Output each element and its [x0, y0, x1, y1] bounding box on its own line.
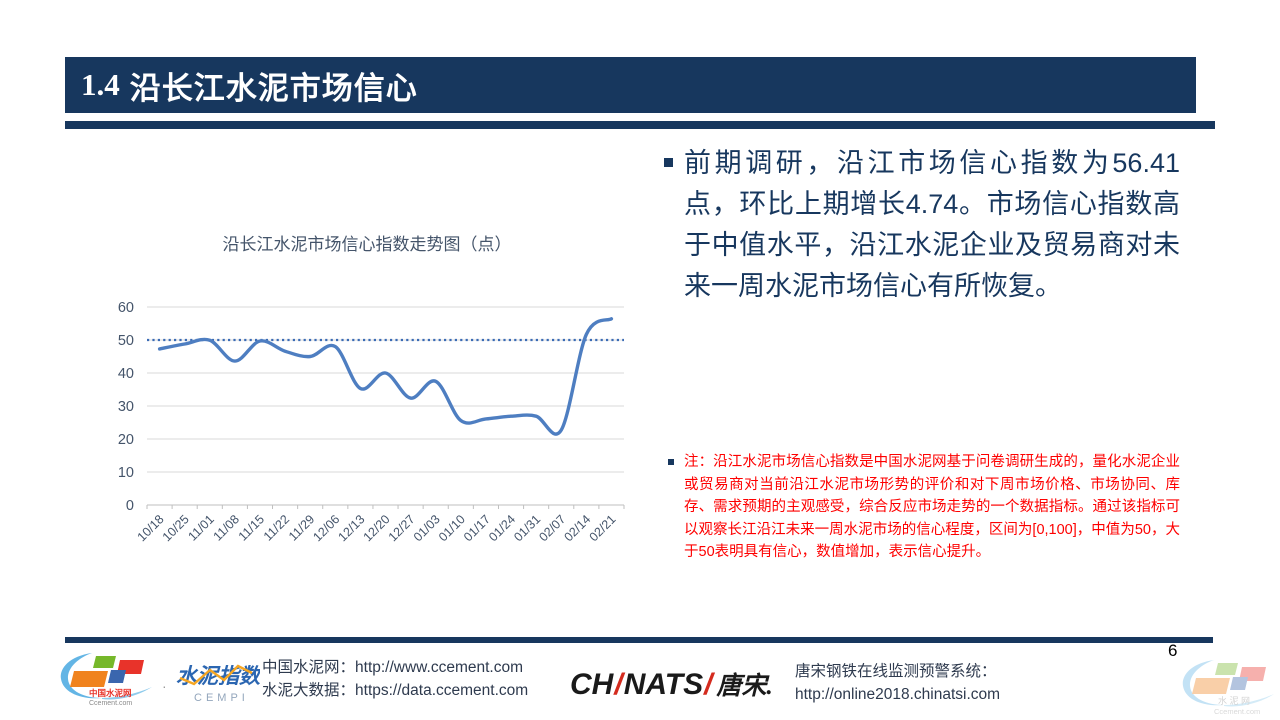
ccement-logo: 中国水泥网 Ccement.com — [60, 653, 152, 707]
svg-text:12/13: 12/13 — [335, 512, 367, 544]
logo-block-orange — [70, 671, 108, 687]
svg-text:0: 0 — [126, 498, 134, 514]
svg-text:11/29: 11/29 — [286, 512, 317, 543]
slide-title-number: 1.4 — [81, 67, 120, 102]
svg-text:01/03: 01/03 — [411, 512, 443, 544]
footer-link-row: 水泥大数据：https://data.ccement.com — [262, 679, 528, 702]
logo-block-orange — [1192, 678, 1230, 694]
logo-swoosh-tail — [102, 687, 152, 700]
confidence-index-line-chart: 010203040506010/1810/2511/0111/0811/1511… — [118, 300, 625, 544]
svg-text:02/21: 02/21 — [587, 512, 619, 544]
svg-text:20: 20 — [118, 432, 134, 448]
svg-text:02/14: 02/14 — [561, 512, 593, 544]
chart-title: 沿长江水泥市场信心指数走势图（点） — [222, 235, 512, 254]
chinatsi-url[interactable]: http://online2018.chinatsi.com — [795, 686, 1001, 703]
logo-block-red — [1239, 667, 1266, 681]
chinatsi-cn-mark: 唐宋. — [716, 673, 773, 700]
system-label: 唐宋钢铁在线监测预警系统： — [795, 663, 997, 680]
logo-block-green — [1215, 663, 1238, 675]
svg-text:60: 60 — [118, 300, 134, 316]
footer-divider — [65, 637, 1213, 643]
note-paragraph: 注：沿江水泥市场信心指数是中国水泥网基于问卷调研生成的，量化水泥企业或贸易商对当… — [664, 451, 1180, 564]
logo-block-blue — [108, 670, 126, 683]
svg-text:11/08: 11/08 — [211, 512, 242, 543]
cempi-logo: 水泥指数 CEMPI — [176, 664, 260, 704]
svg-text:11/22: 11/22 — [261, 512, 292, 543]
logo-swoosh — [1182, 660, 1224, 706]
svg-text:12/20: 12/20 — [361, 512, 393, 544]
summary-paragraph: 前期调研，沿江市场信心指数为56.41点，环比上期增长4.74。市场信心指数高于… — [662, 143, 1180, 307]
page-number: 6 — [1168, 641, 1178, 660]
footer-link-row: 中国水泥网：http://www.ccement.com — [262, 656, 528, 679]
logo-swoosh-tail — [1224, 694, 1274, 707]
chinatsi-slash-icon: / — [704, 668, 713, 701]
logo-separator-dot: · — [162, 678, 167, 694]
link-label: 中国水泥网： — [262, 659, 356, 676]
svg-text:11/01: 11/01 — [186, 512, 217, 543]
cempi-abbr: CEMPI — [194, 692, 249, 704]
bullet-square-icon — [664, 158, 673, 167]
watermark-domain: Ccement.com — [1214, 707, 1260, 716]
summary-text: 前期调研，沿江市场信心指数为56.41点，环比上期增长4.74。市场信心指数高于… — [684, 148, 1180, 301]
slide-title-bar: 1.4 沿长江水泥市场信心 — [65, 57, 1196, 113]
svg-text:01/31: 01/31 — [511, 512, 543, 544]
svg-text:10/25: 10/25 — [160, 512, 192, 544]
svg-text:10/18: 10/18 — [135, 512, 167, 544]
svg-text:12/06: 12/06 — [310, 512, 342, 544]
ccement-data-url[interactable]: https://data.ccement.com — [355, 682, 529, 699]
svg-text:01/10: 01/10 — [436, 512, 468, 544]
logo-block-green — [93, 656, 116, 668]
svg-text:12/27: 12/27 — [386, 512, 418, 544]
note-text: 注：沿江水泥市场信心指数是中国水泥网基于问卷调研生成的，量化水泥企业或贸易商对当… — [684, 454, 1180, 560]
header-underline — [65, 121, 1215, 129]
svg-text:02/07: 02/07 — [536, 512, 568, 544]
svg-text:01/24: 01/24 — [486, 512, 518, 544]
svg-text:10: 10 — [118, 465, 134, 481]
chinatsi-text: NATS — [623, 668, 704, 701]
footer-links-right: 唐宋钢铁在线监测预警系统： http://online2018.chinatsi… — [795, 660, 1000, 706]
logo-domain: Ccement.com — [89, 700, 132, 707]
svg-text:11/15: 11/15 — [236, 512, 267, 543]
chinatsi-text: CH — [570, 668, 614, 701]
chinatsi-slash-icon: / — [614, 668, 623, 701]
logo-name-cn: 中国水泥网 — [89, 688, 132, 698]
bullet-square-icon — [668, 459, 674, 465]
logo-block-blue — [1230, 677, 1248, 690]
svg-text:40: 40 — [118, 366, 134, 382]
svg-text:01/17: 01/17 — [461, 512, 493, 544]
svg-text:30: 30 — [118, 399, 134, 415]
chinatsi-logo: CH/NATS/唐宋. — [570, 666, 773, 702]
footer-links-left: 中国水泥网：http://www.ccement.com 水泥大数据：https… — [262, 656, 528, 702]
watermark-name-cn: 水 泥 网 — [1218, 695, 1250, 706]
ccement-watermark-logo: 水 泥 网 Ccement.com — [1182, 660, 1274, 716]
cempi-chart-line — [179, 664, 253, 686]
ccement-url[interactable]: http://www.ccement.com — [355, 659, 523, 676]
link-label: 水泥大数据： — [262, 682, 356, 699]
svg-text:50: 50 — [118, 333, 134, 349]
slide-title: 沿长江水泥市场信心 — [129, 70, 418, 106]
